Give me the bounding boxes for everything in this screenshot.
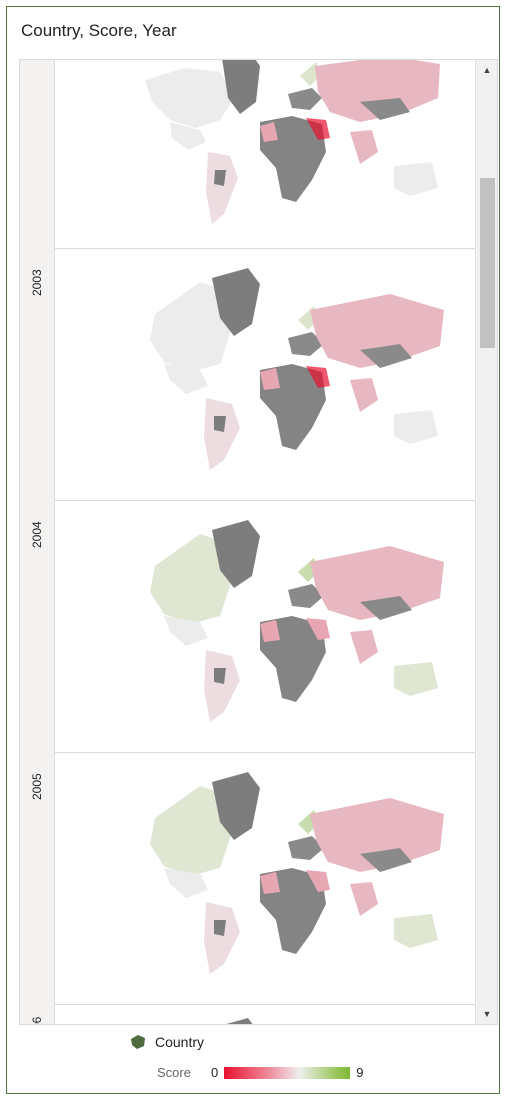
scroll-up-arrow-icon[interactable]: ▲: [482, 65, 492, 75]
viz-title: Country, Score, Year: [21, 21, 177, 40]
color-legend-min: 0: [210, 1065, 219, 1080]
europe-shape: [288, 88, 322, 110]
visualization-card: Country, Score, Year: [6, 6, 500, 1094]
year-label: 2005: [30, 773, 44, 800]
color-gradient-bar: [224, 1066, 351, 1079]
world-map[interactable]: [60, 254, 460, 494]
world-map[interactable]: [60, 59, 460, 242]
year-panel-2003: 2003: [20, 248, 476, 501]
year-panel-2004: 2004: [20, 500, 476, 753]
year-panel: [20, 59, 476, 249]
north-america-shape: [145, 68, 235, 128]
year-label-cell: 2003: [20, 248, 55, 500]
year-label-cell: 2005: [20, 752, 55, 1004]
south-america-shape: [206, 152, 238, 224]
middle-east-shape: [306, 118, 330, 140]
color-legend: Score 0 9: [157, 1065, 363, 1080]
vertical-scrollbar[interactable]: ▲ ▼: [475, 60, 497, 1024]
year-label: 06: [30, 1016, 44, 1025]
shape-legend: Country: [129, 1033, 204, 1051]
scroll-down-arrow-icon[interactable]: ▼: [482, 1009, 492, 1019]
map-panel-area[interactable]: 2003: [19, 59, 498, 1025]
world-map[interactable]: [60, 1010, 460, 1025]
country-shape-icon: [131, 1035, 145, 1049]
greenland-shape: [222, 60, 260, 114]
india-shape: [350, 130, 378, 164]
north-africa-shape: [260, 122, 278, 142]
year-label-cell: 06: [20, 1004, 55, 1025]
shape-legend-label: Country: [155, 1034, 205, 1050]
color-legend-label: Score: [157, 1065, 191, 1080]
year-label: 2004: [30, 521, 44, 548]
year-label-cell: [20, 60, 55, 248]
scroll-thumb[interactable]: [480, 178, 495, 348]
central-asia-shape: [360, 98, 410, 120]
world-map[interactable]: [60, 758, 460, 998]
russia-asia-shape: [315, 60, 440, 122]
year-label: 2003: [30, 269, 44, 296]
australia-shape: [394, 162, 438, 196]
central-america-shape: [170, 122, 206, 150]
color-legend-max: 9: [356, 1065, 364, 1080]
world-map[interactable]: [60, 506, 460, 746]
year-panel: 06: [20, 1004, 476, 1025]
brazil-part-shape: [214, 170, 226, 186]
year-panel-2005: 2005: [20, 752, 476, 1005]
year-label-cell: 2004: [20, 500, 55, 752]
